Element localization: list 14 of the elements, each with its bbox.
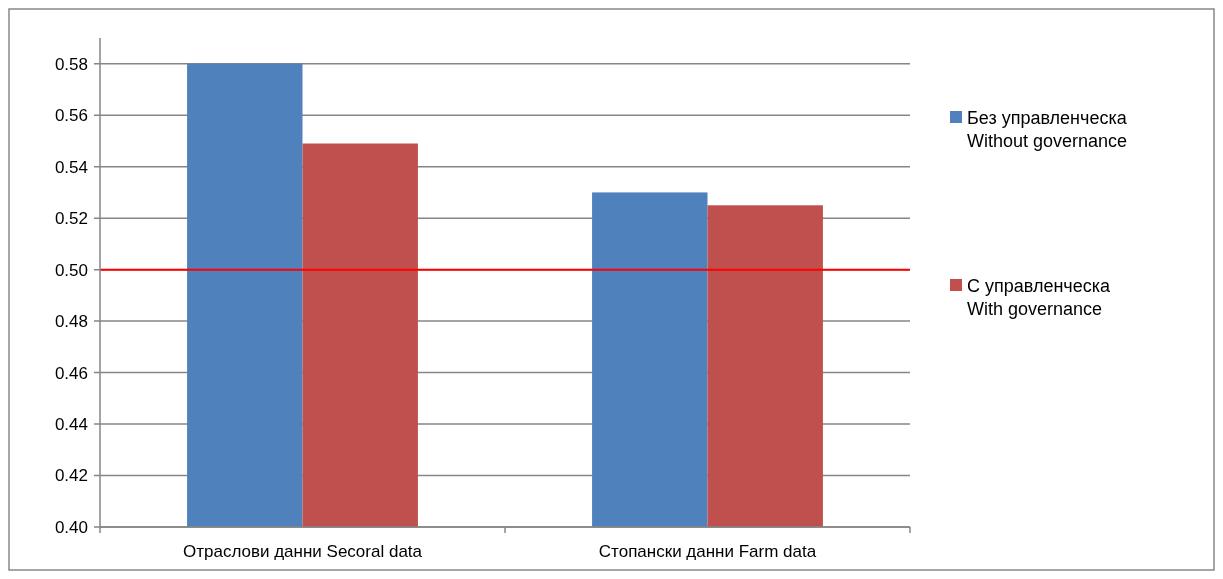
x-tick-label: Отраслови данни Secoral data (182, 542, 423, 561)
y-tick-label: 0.46 (54, 363, 88, 383)
legend-label: С управленческа With governance (967, 276, 1112, 319)
y-tick-label: 0.54 (54, 157, 88, 177)
y-tick-label: 0.42 (54, 466, 88, 486)
legend-label: Без управленческа Without governance (967, 108, 1128, 151)
y-tick-label: 0.44 (54, 415, 88, 434)
y-tick-label: 0.58 (54, 54, 88, 74)
y-tick-label: 0.52 (54, 209, 88, 229)
y-tick-label: 0.50 (54, 260, 88, 280)
y-tick-label: 0.40 (54, 517, 88, 537)
y-tick-label: 0.56 (54, 106, 88, 126)
y-tick-label: 0.48 (54, 312, 88, 332)
x-tick-label: Стопански данни Farm data (598, 542, 817, 561)
